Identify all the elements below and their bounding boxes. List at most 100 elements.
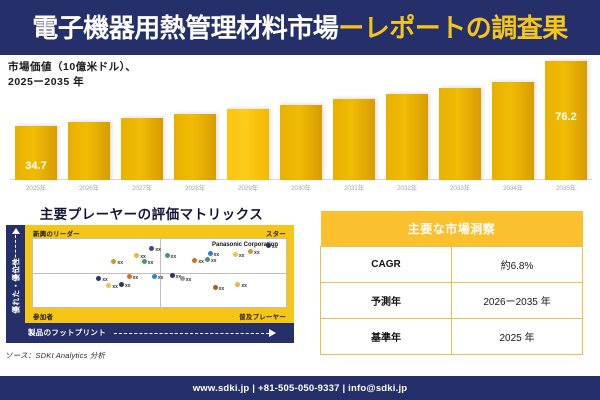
chart-plot-area: 34.7 76.2 2025年 2026年 2027年 2028年 2029年 2030年 2… (10, 55, 592, 192)
matrix-point-label: xx (218, 285, 225, 292)
key-insights-body: CAGR 約6.8% 予測年 2026ー2035 年基準年 2025 年 (320, 246, 583, 355)
key-insights-table: 主要な市場洞察 CAGR 約6.8% 予測年 2026ー2035 年基準年 2025 年 (320, 211, 583, 355)
matrix-point-label: xx (147, 259, 154, 266)
matrix-point-label: xx (213, 252, 220, 259)
matrix-point-label: xx (211, 258, 217, 265)
matrix-divider-horizontal (33, 273, 286, 274)
matrix-point (212, 284, 218, 290)
matrix-point-label: xx (140, 253, 146, 260)
table-row: 基準年 2025 年 (320, 318, 583, 355)
insight-label: CAGR (320, 246, 452, 283)
matrix-point (164, 252, 170, 258)
bar-2025 (15, 126, 57, 180)
matrix-point (192, 258, 198, 264)
x-tick-2027: 2027年 (132, 185, 152, 192)
x-tick-2028: 2028年 (185, 185, 205, 192)
matrix-point-label: xx (271, 244, 278, 251)
matrix-scatter-area: Panasonic Corporation xx xx xx xx xx xx xx xx xx… (32, 238, 287, 308)
x-tick-2026: 2026年 (79, 185, 99, 192)
matrix-point (207, 251, 213, 257)
matrix-point-label: xx (102, 277, 108, 284)
x-tick-2030: 2030年 (291, 185, 311, 192)
chart-caption-line2: 2025ー2035 年 (8, 76, 85, 89)
bar-2027 (121, 118, 163, 180)
matrix-point-label: xx (175, 274, 182, 280)
x-tick-2035: 2035年 (556, 185, 576, 192)
footer-contact-text[interactable]: www.sdki.jp | +81-505-050-9337 | info@sd… (192, 382, 408, 394)
matrix-point (96, 276, 102, 282)
x-tick-2033: 2033年 (450, 185, 470, 192)
matrix-point-label: xx (198, 259, 204, 266)
matrix-title: 主要プレーヤーの評価マトリックス (39, 207, 264, 222)
matrix-point-label: xx (254, 249, 260, 256)
matrix-point-label: xx (170, 253, 177, 260)
matrix-point (169, 273, 175, 278)
bar-2028 (174, 114, 216, 180)
chart-caption: 市場価値（10億米ドル）、 2025ー2035 年 (8, 60, 136, 90)
bar-2035 (545, 61, 587, 180)
matrix-point-label: xx (125, 282, 131, 289)
x-tick-2032: 2032年 (397, 185, 417, 192)
insight-value: 約6.8% (451, 246, 583, 283)
matrix-point (151, 273, 157, 279)
chart-caption-line1: 市場価値（10億米ドル）、 (8, 61, 137, 73)
insight-label: 予測年 (320, 282, 452, 319)
matrix-point (248, 248, 254, 254)
page-title-main: 電子機器用熱管理材料市場 (32, 12, 339, 43)
insight-value: 2026ー2035 年 (451, 282, 583, 319)
arrow-up-icon (12, 228, 20, 234)
bar-2032 (386, 94, 428, 180)
insight-value: 2025 年 (451, 318, 583, 355)
matrix-point-label: xx (132, 275, 139, 282)
matrix-point (179, 275, 185, 281)
x-tick-2025: 2025年 (26, 185, 46, 192)
matrix-y-axis-label: 優れた・優位性 (11, 257, 21, 314)
bar-2034 (492, 82, 534, 180)
matrix-point (126, 274, 132, 280)
key-insights-panel: 主要な市場洞察 CAGR 約6.8% 予測年 2026ー2035 年基準年 2025 年 (303, 200, 600, 375)
page-title-accent: ーレポートの調査果 (338, 12, 568, 43)
matrix-x-axis-label: 製品のフットプリント (28, 328, 106, 337)
table-row: CAGR 約6.8% (320, 246, 583, 283)
bar-2031 (333, 99, 375, 180)
bar-2026 (68, 122, 110, 180)
matrix-point (235, 281, 241, 287)
matrix-x-dashed-line (114, 333, 269, 334)
matrix-point (134, 252, 140, 258)
matrix-point-label: xx (157, 274, 164, 281)
evaluation-matrix-panel: 主要プレーヤーの評価マトリックス 優れた・優位性 新興のリーダー スター 参加者… (0, 200, 304, 375)
key-insights-heading: 主要な市場洞察 (320, 211, 583, 247)
matrix-y-dashed-line (15, 235, 16, 277)
matrix-point-label: xx (117, 259, 123, 266)
x-tick-2034: 2034年 (503, 185, 523, 192)
matrix-point (106, 282, 112, 288)
x-tick-2029: 2029年 (238, 185, 258, 192)
matrix-point (119, 281, 125, 287)
matrix-point-label: xx (241, 282, 247, 289)
matrix-x-axis: 製品のフットプリント (6, 323, 294, 343)
bar-value-label: 34.7 (25, 160, 47, 172)
matrix-point-label: xx (185, 276, 192, 283)
source-note: ソース：SDKI Analytics 分析 (5, 351, 106, 360)
matrix-point (141, 258, 147, 264)
table-row: 予測年 2026ー2035 年 (320, 282, 583, 319)
insight-label: 基準年 (320, 318, 452, 355)
matrix-quadrant-box: 新興のリーダー スター 参加者 普及プレーヤー Panasonic Corpor… (25, 225, 294, 323)
matrix-quadrant-label-pervasive-player: 普及プレーヤー (239, 314, 286, 321)
matrix-point (111, 258, 117, 264)
matrix-point (205, 257, 211, 263)
matrix-point (265, 243, 271, 249)
bar-2033 (439, 88, 481, 180)
matrix-point (149, 245, 155, 251)
matrix-point (232, 251, 238, 257)
matrix-point-label: xx (155, 246, 161, 253)
matrix-quadrant-label-emerging-leader: 新興のリーダー (33, 231, 80, 238)
bar-2029 (227, 109, 269, 180)
matrix-quadrant-label-star: スター (265, 231, 286, 238)
page-footer: www.sdki.jp | +81-505-050-9337 | info@sd… (0, 376, 600, 400)
x-tick-2031: 2031年 (344, 185, 364, 192)
matrix-y-axis: 優れた・優位性 (6, 225, 25, 343)
bar-2030 (280, 105, 322, 180)
page-header: 電子機器用熱管理材料市場ーレポートの調査果 (0, 0, 600, 55)
matrix-point-label: xx (238, 252, 245, 259)
